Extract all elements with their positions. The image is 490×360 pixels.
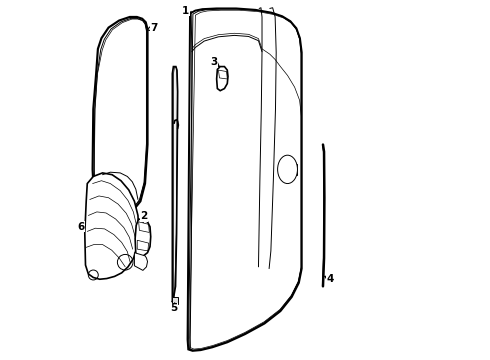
Polygon shape — [93, 17, 147, 214]
Polygon shape — [188, 8, 302, 351]
Polygon shape — [85, 173, 139, 279]
Text: 1: 1 — [182, 5, 190, 15]
Text: 7: 7 — [147, 23, 158, 33]
Text: 5: 5 — [170, 303, 177, 313]
Polygon shape — [291, 164, 297, 175]
Polygon shape — [135, 219, 151, 257]
Text: 2: 2 — [140, 211, 147, 222]
Polygon shape — [172, 297, 178, 304]
Polygon shape — [172, 67, 178, 302]
Polygon shape — [94, 18, 147, 213]
Text: 6: 6 — [77, 222, 86, 232]
Ellipse shape — [278, 155, 297, 184]
Text: 3: 3 — [211, 57, 219, 67]
Text: 4: 4 — [325, 274, 334, 284]
Polygon shape — [217, 67, 228, 91]
Polygon shape — [134, 253, 147, 270]
